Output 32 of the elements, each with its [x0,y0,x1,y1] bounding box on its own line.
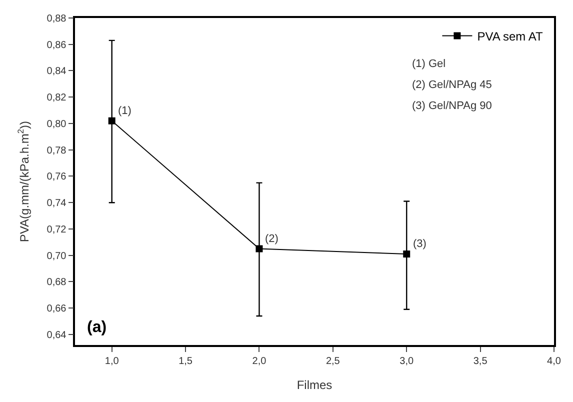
x-tick-label: 3,0 [400,356,414,367]
x-tick-label: 4,0 [547,356,562,367]
x-tick-label: 2,0 [252,356,267,367]
x-tick-label: 2,5 [326,356,340,367]
y-tick-label: 0,80 [46,118,67,130]
y-tick-label: 0,76 [46,172,67,183]
y-tick-label: 0,74 [46,198,67,210]
y-tick-label: 0,78 [46,145,67,156]
annotation: (2) Gel/NPAg 45 [412,79,492,91]
y-tick-label: 0,66 [46,304,67,315]
x-tick-label: 3,5 [473,356,488,367]
legend-label: PVA sem AT [477,29,544,44]
y-tick-label: 0,84 [46,66,67,78]
annotation: (1) Gel [412,58,446,70]
point [403,250,410,258]
x-tick-label: 1,5 [178,356,193,367]
x-tick-label: 1,0 [104,356,120,367]
annotation: (3) [413,238,426,250]
point [256,245,263,252]
y-tick-label: 0,88 [46,14,67,24]
y-tick-label: 0,72 [46,224,67,236]
y-tick-label: 0,86 [46,40,67,51]
annotation: (3) Gel/NPAg 90 [412,100,492,112]
y-tick-label: 0,82 [46,92,67,104]
point [108,117,116,124]
annotation: (1) [118,105,132,117]
y-tick-label: 0,68 [46,277,67,288]
annotation: (2) [265,233,278,245]
y-tick-label: 0,70 [46,250,67,262]
x-axis-title: Filmes [296,378,332,392]
y-tick-label: 0,64 [46,330,67,341]
annotation: (a) [87,319,107,336]
